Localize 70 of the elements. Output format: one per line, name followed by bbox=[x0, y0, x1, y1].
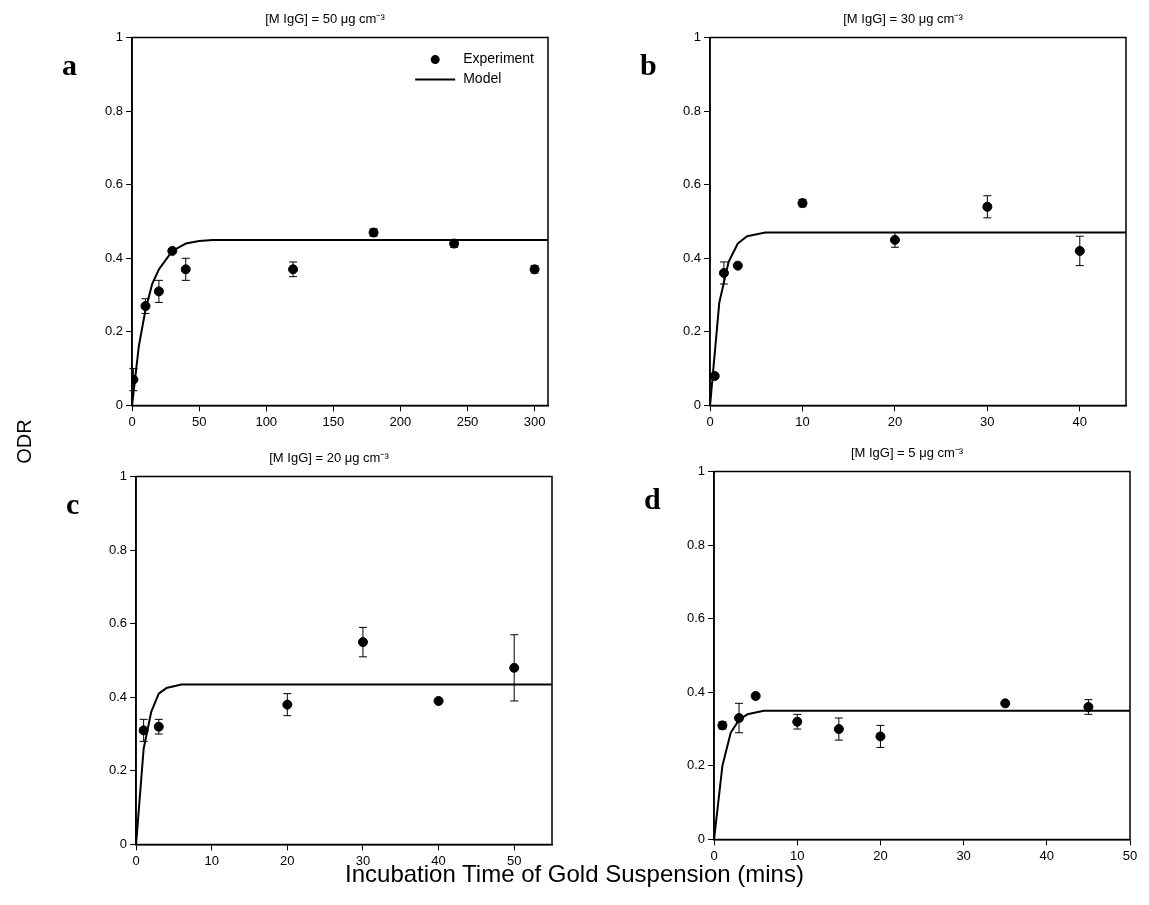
y-tick-label: 0 bbox=[693, 396, 702, 412]
x-tick-label: 30 bbox=[980, 413, 995, 429]
point bbox=[1074, 245, 1085, 256]
y-tick-label: 0 bbox=[115, 396, 124, 412]
y-tick-label: 0.6 bbox=[104, 176, 124, 192]
legend-label: Experiment bbox=[463, 50, 535, 67]
x-tick-label: 50 bbox=[191, 413, 207, 429]
y-tick-label: 1 bbox=[119, 468, 128, 484]
y-tick-label: 0.8 bbox=[682, 102, 702, 118]
x-tick-label: 250 bbox=[456, 413, 479, 429]
y-tick-label: 0.4 bbox=[104, 249, 124, 265]
y-tick-label: 0.4 bbox=[686, 683, 706, 699]
x-tick-label: 30 bbox=[956, 847, 971, 863]
y-tick-label: 1 bbox=[697, 463, 706, 479]
chart-title: [M IgG] = 50 μg cm⁻³ bbox=[265, 11, 386, 27]
y-tick-label: 0.6 bbox=[108, 615, 128, 631]
y-axis-title: ODR bbox=[12, 419, 36, 464]
x-tick-label: 30 bbox=[355, 852, 371, 868]
y-tick-label: 0.4 bbox=[682, 249, 702, 265]
point bbox=[509, 662, 520, 673]
x-tick-label: 50 bbox=[1122, 847, 1138, 863]
x-tick-label: 40 bbox=[1039, 847, 1055, 863]
y-tick-label: 0.2 bbox=[686, 757, 706, 773]
x-tick-label: 0 bbox=[710, 847, 718, 863]
x-tick-label: 10 bbox=[204, 852, 219, 868]
chart-title: [M IgG] = 20 μg cm⁻³ bbox=[269, 450, 390, 466]
y-tick-label: 0.8 bbox=[108, 541, 128, 557]
x-tick-label: 150 bbox=[322, 413, 345, 429]
y-tick-label: 0.8 bbox=[686, 536, 706, 552]
point bbox=[750, 690, 761, 701]
point bbox=[732, 260, 743, 271]
text: b bbox=[640, 48, 657, 82]
x-tick-label: 0 bbox=[132, 852, 140, 868]
x-tick-label: 10 bbox=[790, 847, 805, 863]
y-tick-label: 0.2 bbox=[108, 762, 128, 778]
point bbox=[180, 264, 191, 275]
y-tick-label: 0.6 bbox=[686, 610, 706, 626]
y-tick-label: 0.2 bbox=[682, 323, 702, 339]
chart-title: [M IgG] = 5 μg cm⁻³ bbox=[850, 445, 964, 461]
x-tick-label: 100 bbox=[255, 413, 278, 429]
text: d bbox=[644, 482, 661, 516]
y-tick-label: 0 bbox=[119, 835, 128, 851]
point bbox=[167, 245, 178, 256]
x-tick-label: 20 bbox=[887, 413, 903, 429]
x-tick-label: 20 bbox=[873, 847, 888, 863]
point bbox=[1000, 698, 1011, 709]
point bbox=[433, 695, 444, 706]
y-tick-label: 0.6 bbox=[682, 176, 702, 192]
point bbox=[875, 731, 886, 742]
y-tick-label: 0.4 bbox=[108, 688, 128, 704]
x-tick-label: 20 bbox=[280, 852, 295, 868]
x-tick-label: 40 bbox=[431, 852, 446, 868]
point bbox=[282, 699, 293, 710]
legend-label: Model bbox=[463, 70, 502, 87]
y-tick-label: 0.8 bbox=[104, 102, 124, 118]
y-tick-label: 0.2 bbox=[104, 323, 124, 339]
x-tick-label: 10 bbox=[795, 413, 810, 429]
y-tick-label: 1 bbox=[115, 29, 124, 45]
y-tick-label: 0 bbox=[697, 830, 706, 846]
y-tick-label: 1 bbox=[693, 29, 702, 45]
x-tick-label: 300 bbox=[523, 413, 546, 429]
chart-title: [M IgG] = 30 μg cm⁻³ bbox=[843, 11, 964, 27]
x-tick-label: 40 bbox=[1072, 413, 1088, 429]
point bbox=[138, 725, 149, 736]
x-tick-label: 200 bbox=[389, 413, 412, 429]
x-tick-label: 50 bbox=[506, 852, 522, 868]
text: c bbox=[66, 487, 80, 521]
point bbox=[982, 201, 993, 212]
text: a bbox=[62, 48, 77, 82]
point bbox=[710, 370, 720, 381]
